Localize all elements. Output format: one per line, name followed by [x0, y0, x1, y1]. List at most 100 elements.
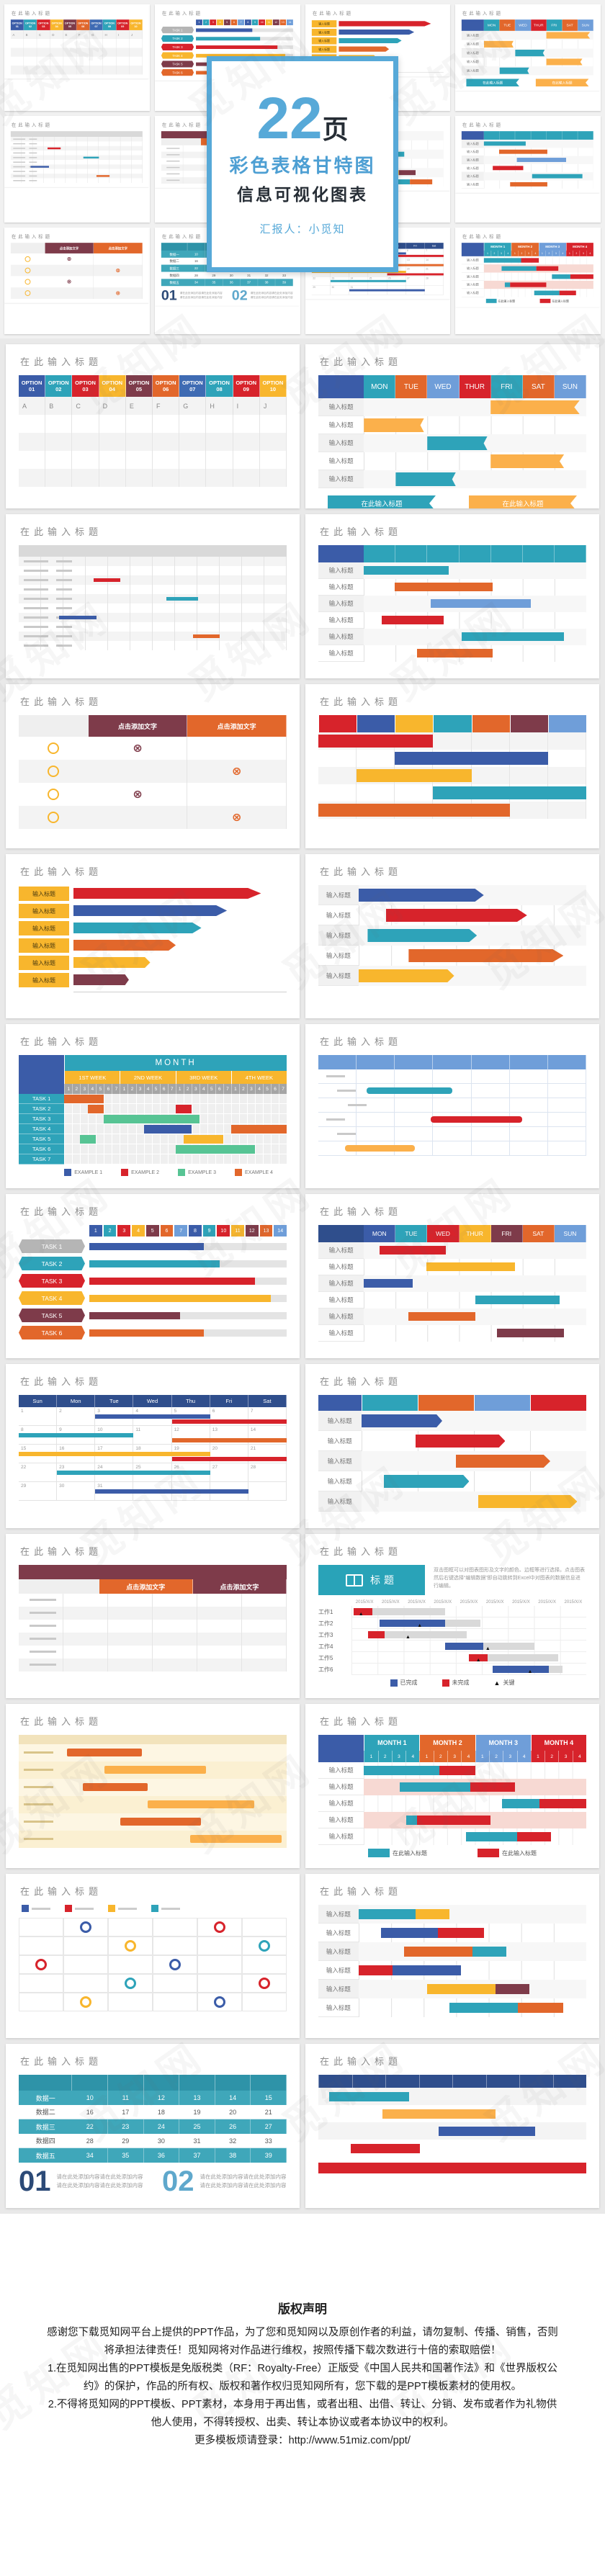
legend-row: 在此输入标题 在此输入标题: [462, 298, 593, 303]
gantt-bar: [120, 1818, 201, 1826]
gantt-row: 工作3 ▲: [318, 1629, 586, 1641]
grid-header-row: [318, 715, 586, 732]
circle-marker: [214, 1921, 225, 1933]
gantt-track: [484, 172, 594, 181]
gantt-row: 输入标题: [318, 1471, 586, 1491]
table-cell: [242, 1594, 287, 1607]
table-row: [19, 415, 287, 433]
gantt-row-label: 输入标题: [318, 885, 359, 905]
calendar-cell: 30: [330, 285, 349, 295]
row-label: 数据二: [169, 259, 179, 264]
month-header-cell: MONTH 3: [539, 243, 567, 251]
day-number-cell: 4: [143, 1084, 152, 1094]
grid-cell: [151, 1134, 160, 1144]
gantt-bar: [354, 1608, 373, 1615]
day-header-cell: Wed: [133, 1395, 172, 1407]
hbar-row: 输入标题: [19, 954, 287, 971]
table-cell: [233, 451, 260, 469]
table-row: ⊗: [10, 276, 143, 288]
table-cell: [220, 613, 242, 622]
grid-cell: [238, 1154, 247, 1164]
more-templates-link[interactable]: 更多模板烦请登录：http://www.51miz.com/ppt/: [194, 2434, 411, 2446]
table-cell: [66, 145, 77, 151]
legend-item: 在此输入标题: [469, 495, 577, 508]
table-cell: ⊗: [187, 760, 287, 783]
text-dash: [56, 635, 73, 637]
legend-label: 在此输入标题: [393, 1849, 427, 1857]
day-number: 21: [425, 268, 429, 271]
key-marker-icon: ▲: [527, 1669, 533, 1674]
gantt-bar: [83, 1783, 148, 1791]
table-cell: [108, 613, 130, 622]
day-number-cell: 4: [88, 1084, 97, 1094]
task-label: TASK 4: [19, 1124, 65, 1134]
grid-header-cell: [395, 715, 434, 732]
table-cell: [220, 641, 242, 650]
task-label-col: TASK 1 TASK 2 TASK 3 TASK 4 TASK 5 TASK 6 TASK…: [19, 1055, 65, 1164]
gantt-row: 输入标题: [318, 470, 586, 488]
grid-cell: [246, 1134, 255, 1144]
slide-title: 在此输入标题: [320, 356, 403, 367]
table-row: [19, 1659, 287, 1671]
task-progress-bar: [89, 1277, 256, 1285]
header-cell: [318, 2075, 352, 2088]
table-cell: [433, 1127, 472, 1141]
table-row: ⊗: [19, 806, 287, 829]
point-text: 请在此处添加内容请在此处添加内容请在此处添加内容请在此处添加内容: [179, 291, 223, 299]
gantt-track: [484, 40, 594, 49]
grid-cell: [223, 1154, 231, 1164]
day-header-cell: THUR: [459, 375, 491, 398]
grid-cell: [215, 1124, 223, 1134]
day-number: 27: [212, 1465, 218, 1470]
grid-cell: [151, 1154, 160, 1164]
gantt-bar: [358, 969, 454, 982]
grid-cell: [510, 802, 548, 819]
table-row: [19, 1646, 287, 1659]
day-number-cell: 6: [271, 1084, 279, 1094]
grid-cell: [215, 1114, 223, 1124]
table-subheader-row: 点击添加文字点击添加文字: [19, 1579, 287, 1594]
day-header-cell: [562, 131, 578, 140]
grid-cell: [357, 784, 395, 802]
row-label: 数据一: [169, 252, 179, 256]
gantt-bar: [364, 1279, 413, 1288]
table-cell: [108, 1974, 153, 1993]
day-header-cell: SAT: [522, 375, 555, 398]
slide-title: 在此输入标题: [20, 1716, 103, 1727]
day-header-cell: [499, 131, 516, 140]
legend-swatch: [108, 1905, 115, 1912]
day-header-cell: Sun: [19, 1395, 58, 1407]
calendar-cell: 13: [405, 258, 425, 268]
gantt-track: [361, 1491, 586, 1512]
legend-swatch: [151, 1905, 158, 1912]
table-row: [10, 160, 143, 165]
legend-swatch: [539, 298, 551, 303]
table-cell: [108, 1937, 153, 1955]
table-cell: [55, 178, 66, 183]
calendar-cell: 12: [171, 1426, 210, 1445]
day-number: 21: [250, 1446, 256, 1451]
key-marker-icon: ▲: [417, 1623, 423, 1628]
gantt-row-label: 输入标题: [462, 256, 485, 265]
table-cell: [72, 433, 99, 451]
table-cell: [197, 1955, 242, 1974]
table-cell: [132, 151, 143, 156]
grid-cell: [472, 767, 510, 784]
gantt-header-row: [318, 545, 586, 562]
option-header-cell: OPTION 06: [153, 375, 180, 397]
table-cell: [37, 48, 50, 57]
table-cell: [233, 415, 260, 433]
gantt-row: 输入标题: [318, 1451, 586, 1471]
table-row: [10, 155, 143, 161]
table-cell: H: [103, 30, 117, 40]
arrow-row: 输入标题: [318, 885, 586, 905]
week-number-cell: 4: [586, 250, 594, 256]
option-header-cell: OPTION 05: [63, 19, 77, 30]
table-row: [10, 141, 143, 146]
grid-cell: [191, 1094, 200, 1104]
gantt-track: [484, 156, 594, 164]
numbered-point: 01 请在此处添加内容请在此处添加内容请在此处添加内容请在此处添加内容: [161, 288, 223, 302]
number-square: 1: [195, 19, 202, 26]
day-number: 22: [21, 1465, 27, 1470]
table-cell: 34: [187, 279, 205, 287]
